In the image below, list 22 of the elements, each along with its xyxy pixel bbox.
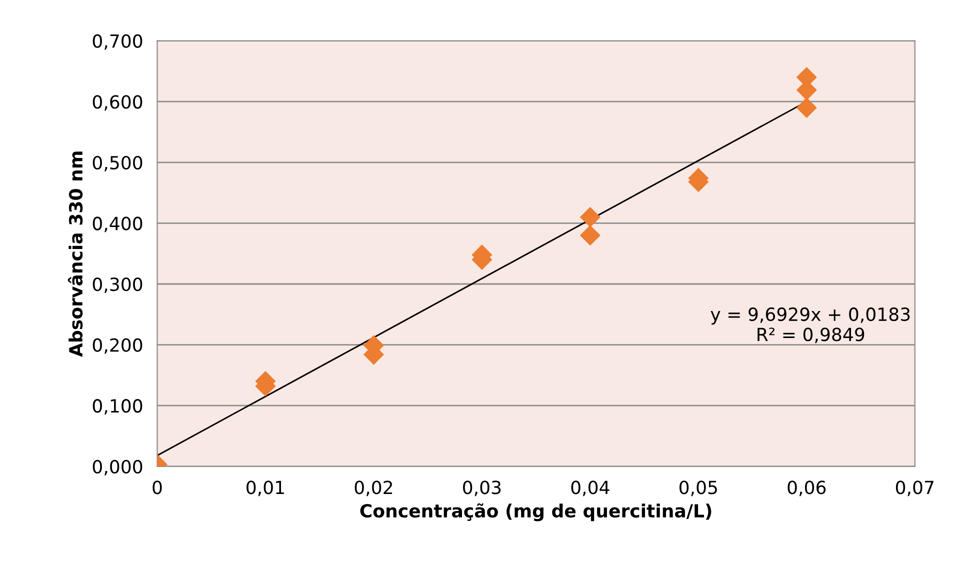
point [580,225,600,246]
point [796,97,817,118]
y-tick-label: 0,000 [92,460,142,476]
y-tick-label: 0,100 [92,399,142,415]
x-axis-title: Concentração (mg de quercitina/L) [360,503,712,522]
point [580,206,600,228]
x-tick-label: 0,03 [463,480,501,496]
y-tick-label: 0,600 [92,95,142,111]
x-tick-label: 0,07 [896,480,934,496]
annotation: y = 9,6929x + 0,0183 R² = 0,9849 [710,307,910,344]
x-tick-label: 0,01 [246,480,284,496]
x-tick-label: 0,04 [571,480,610,496]
y-tick-label: 0,500 [92,156,142,172]
y-tick-label: 0,200 [92,338,142,354]
x-tick-label: 0,05 [680,480,717,496]
y-tick-label: 0,400 [92,216,142,232]
y-tick-label: 0,300 [92,277,142,293]
x-tick-label: 0,02 [354,480,392,496]
y-axis-title: Absorvância 330 nm [68,152,83,357]
y-tick-label: 0,700 [92,34,142,50]
x-tick-label: 0 [152,480,162,494]
x-tick-label: 0,06 [788,480,826,496]
